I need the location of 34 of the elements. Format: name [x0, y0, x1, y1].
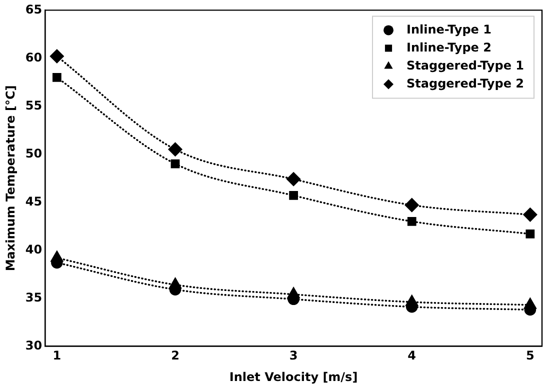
x-axis-title: Inlet Velocity [m/s]: [229, 370, 358, 384]
point: [170, 159, 180, 168]
legend-label: Inline-Type 1: [406, 22, 492, 36]
legend-label: Inline-Type 2: [406, 40, 492, 54]
point: [523, 208, 538, 222]
y-tick-label: 50: [25, 146, 42, 160]
point: [50, 49, 64, 64]
legend-label: Staggered-Type 1: [406, 58, 524, 72]
legend-label: Staggered-Type 2: [406, 76, 524, 90]
point: [526, 229, 535, 238]
y-tick-label: 40: [25, 242, 42, 256]
y-tick-label: 65: [25, 2, 42, 16]
x-tick-label: 5: [526, 348, 534, 363]
point: [407, 216, 416, 226]
y-tick-label: 30: [25, 338, 42, 352]
y-tick-label: 35: [25, 290, 42, 304]
y-tick-label: 55: [25, 98, 42, 112]
y-tick-label: 60: [25, 50, 42, 64]
x-tick-label: 4: [408, 348, 416, 363]
x-tick-label: 1: [52, 348, 62, 363]
point: [289, 191, 298, 200]
point: [169, 278, 182, 289]
point: [52, 72, 62, 82]
x-tick-label: 2: [171, 348, 180, 363]
y-axis-title: Maximum Temperature [°C]: [3, 85, 18, 272]
y-tick-label: 45: [25, 194, 42, 208]
x-tick-label: 3: [289, 348, 298, 363]
point: [286, 172, 300, 186]
point: [50, 250, 64, 262]
point: [406, 295, 418, 306]
point: [287, 287, 300, 298]
point: [404, 198, 419, 212]
point: [168, 142, 182, 156]
point: [524, 298, 536, 309]
